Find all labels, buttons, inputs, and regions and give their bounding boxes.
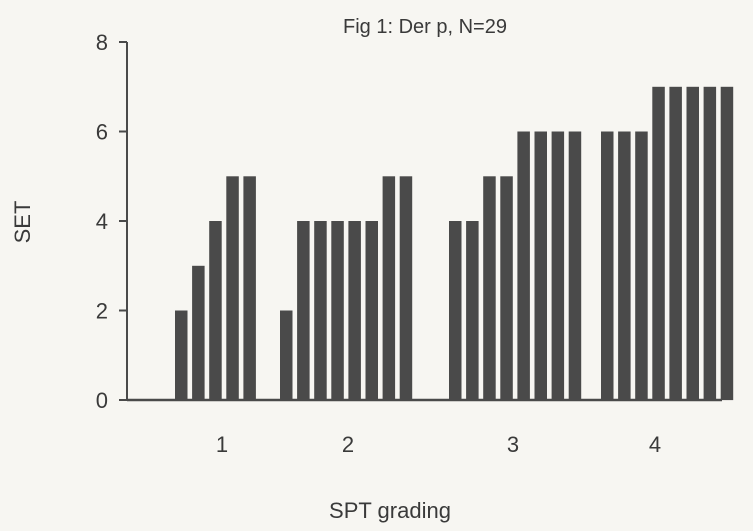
bar-group2-6: [366, 221, 379, 400]
bar-group3-6: [535, 132, 548, 401]
bar-group1-1: [175, 311, 188, 401]
bars-layer: [175, 87, 733, 400]
bar-group4-3: [635, 132, 648, 401]
y-tick-label: 2: [96, 299, 108, 324]
bar-group3-3: [483, 176, 496, 400]
bar-group2-1: [280, 311, 293, 401]
bar-group3-8: [569, 132, 582, 401]
bar-group4-5: [669, 87, 682, 400]
x-tick-label: 1: [216, 432, 228, 457]
bar-group3-5: [517, 132, 530, 401]
bar-group2-8: [400, 176, 413, 400]
bar-group4-1: [601, 132, 614, 401]
y-axis-label: SET: [10, 201, 35, 244]
bar-group4-8: [721, 87, 734, 400]
bar-group1-5: [243, 176, 256, 400]
bar-group2-5: [348, 221, 361, 400]
y-tick-label: 0: [96, 388, 108, 413]
chart-title: Fig 1: Der p, N=29: [343, 16, 507, 38]
bar-group3-7: [552, 132, 565, 401]
x-tick-label: 2: [342, 432, 354, 457]
y-tick-label: 4: [96, 209, 108, 234]
x-axis-label: SPT grading: [329, 498, 451, 523]
bar-group2-2: [297, 221, 310, 400]
x-tick-labels: 1 2 3 4: [216, 432, 661, 457]
x-tick-label: 3: [507, 432, 519, 457]
bar-group1-3: [209, 221, 222, 400]
bar-group2-7: [383, 176, 396, 400]
bar-group1-2: [192, 266, 205, 400]
bar-group2-3: [314, 221, 327, 400]
bar-group4-4: [652, 87, 665, 400]
y-tick-label: 8: [96, 30, 108, 55]
bar-group3-4: [500, 176, 513, 400]
bar-group3-2: [466, 221, 479, 400]
bar-group4-7: [704, 87, 717, 400]
bar-group1-4: [226, 176, 239, 400]
bar-group3-1: [449, 221, 462, 400]
x-tick-label: 4: [649, 432, 661, 457]
bar-group4-2: [618, 132, 631, 401]
bar-group2-4: [331, 221, 344, 400]
bar-group4-6: [687, 87, 700, 400]
y-tick-label: 6: [96, 120, 108, 145]
y-ticks: 0 2 4 6 8: [96, 30, 127, 413]
